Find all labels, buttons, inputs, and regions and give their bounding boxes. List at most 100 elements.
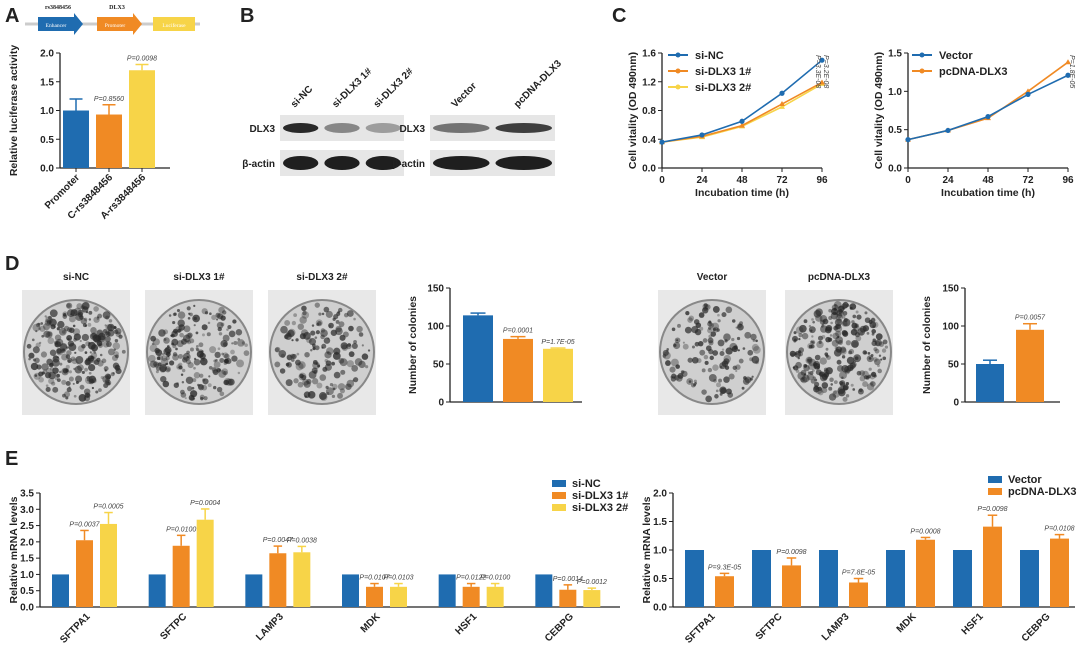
colony — [176, 340, 184, 348]
colony — [193, 324, 196, 327]
colony — [284, 333, 292, 340]
colony — [712, 326, 719, 333]
colony — [65, 354, 71, 359]
blot-band — [324, 123, 360, 133]
colony — [833, 380, 838, 385]
colony — [846, 356, 855, 365]
blot-band — [283, 156, 319, 170]
colony — [688, 380, 692, 383]
colony — [859, 375, 866, 382]
colony — [51, 381, 56, 386]
bar-LAMP3-Vector — [819, 550, 838, 607]
colony — [823, 367, 829, 372]
x-tick-label: 96 — [816, 175, 828, 186]
bar-SFTPA1-si-NC — [52, 574, 69, 607]
colony — [73, 333, 81, 341]
data-point — [1065, 72, 1071, 78]
legend-swatch — [988, 476, 1002, 483]
x-tick-label: SFTPA1 — [58, 611, 93, 646]
colony — [361, 353, 369, 360]
colony — [190, 347, 194, 352]
panel-label-d: D — [5, 253, 19, 275]
colony — [183, 325, 191, 333]
colony — [99, 353, 103, 357]
colony — [97, 360, 104, 367]
colony — [703, 303, 708, 308]
colony — [839, 305, 844, 310]
colony — [184, 397, 187, 400]
colony — [28, 352, 35, 359]
colony — [818, 340, 822, 344]
colony — [855, 310, 859, 314]
colony — [821, 387, 828, 394]
colony — [108, 319, 113, 323]
colony — [101, 358, 107, 364]
bar-HSF1-si-DLX3 1# — [462, 586, 480, 607]
colony — [26, 343, 32, 349]
colony — [814, 354, 821, 361]
colony — [227, 324, 232, 330]
colony — [691, 345, 695, 349]
colony — [201, 308, 208, 315]
x-tick-label: CEBPG — [1020, 611, 1053, 644]
colony — [732, 365, 738, 371]
construct-label: Promoter — [105, 23, 126, 29]
colony — [836, 359, 842, 365]
chart-A: 0.0 0.5 1.0 1.5 2.0 Relative luciferase activ… — [8, 45, 170, 222]
colony — [858, 388, 863, 393]
colony — [172, 353, 179, 361]
colony — [89, 358, 95, 363]
colony — [227, 378, 235, 386]
data-point — [779, 103, 785, 109]
colony — [325, 385, 329, 389]
colony — [163, 337, 170, 344]
colony — [815, 369, 822, 376]
colony — [172, 328, 178, 334]
colony — [88, 310, 93, 315]
colony — [57, 320, 65, 329]
colony — [75, 381, 79, 385]
colony — [213, 361, 221, 369]
colony — [295, 338, 299, 342]
colony — [274, 347, 280, 353]
y-tick-label: 0 — [438, 398, 444, 409]
colony — [811, 335, 814, 338]
bar-CEBPG-Vector — [1020, 550, 1039, 607]
legend-marker — [675, 84, 681, 90]
colony — [220, 340, 228, 348]
colony — [171, 338, 179, 346]
colony — [311, 378, 319, 385]
colony — [217, 347, 221, 351]
bar-Vector — [976, 364, 1004, 402]
colony — [104, 373, 111, 380]
colony — [202, 378, 209, 385]
colony — [708, 340, 714, 346]
colony — [86, 379, 89, 382]
p-value-label: P=0.0008 — [910, 528, 940, 535]
colony — [708, 320, 712, 324]
colony — [203, 396, 208, 401]
bar-HSF1-pcDNA-DLX3 — [983, 526, 1002, 607]
blot-row-label: β-actin — [392, 159, 425, 170]
colony — [83, 388, 91, 395]
colony — [235, 329, 243, 336]
colony — [188, 394, 195, 401]
colony — [198, 342, 204, 348]
colony — [101, 333, 106, 338]
p-value-label: P=1.8E-05 — [1068, 55, 1075, 88]
colony — [299, 316, 307, 324]
y-axis-label: Cell vitality (OD 490nm) — [627, 52, 639, 169]
colony — [216, 321, 224, 329]
colony — [802, 374, 810, 383]
colony — [39, 341, 42, 345]
colony — [107, 323, 115, 332]
colony-plate-image: Vector — [658, 272, 766, 415]
colony — [675, 374, 683, 382]
colony — [867, 352, 871, 355]
data-point — [739, 122, 745, 128]
colony — [717, 319, 721, 323]
p-value-label: P=0.0004 — [190, 500, 220, 507]
colony — [48, 315, 52, 320]
bar-SFTPA1-si-DLX3 1# — [76, 540, 93, 607]
colony — [874, 348, 880, 354]
